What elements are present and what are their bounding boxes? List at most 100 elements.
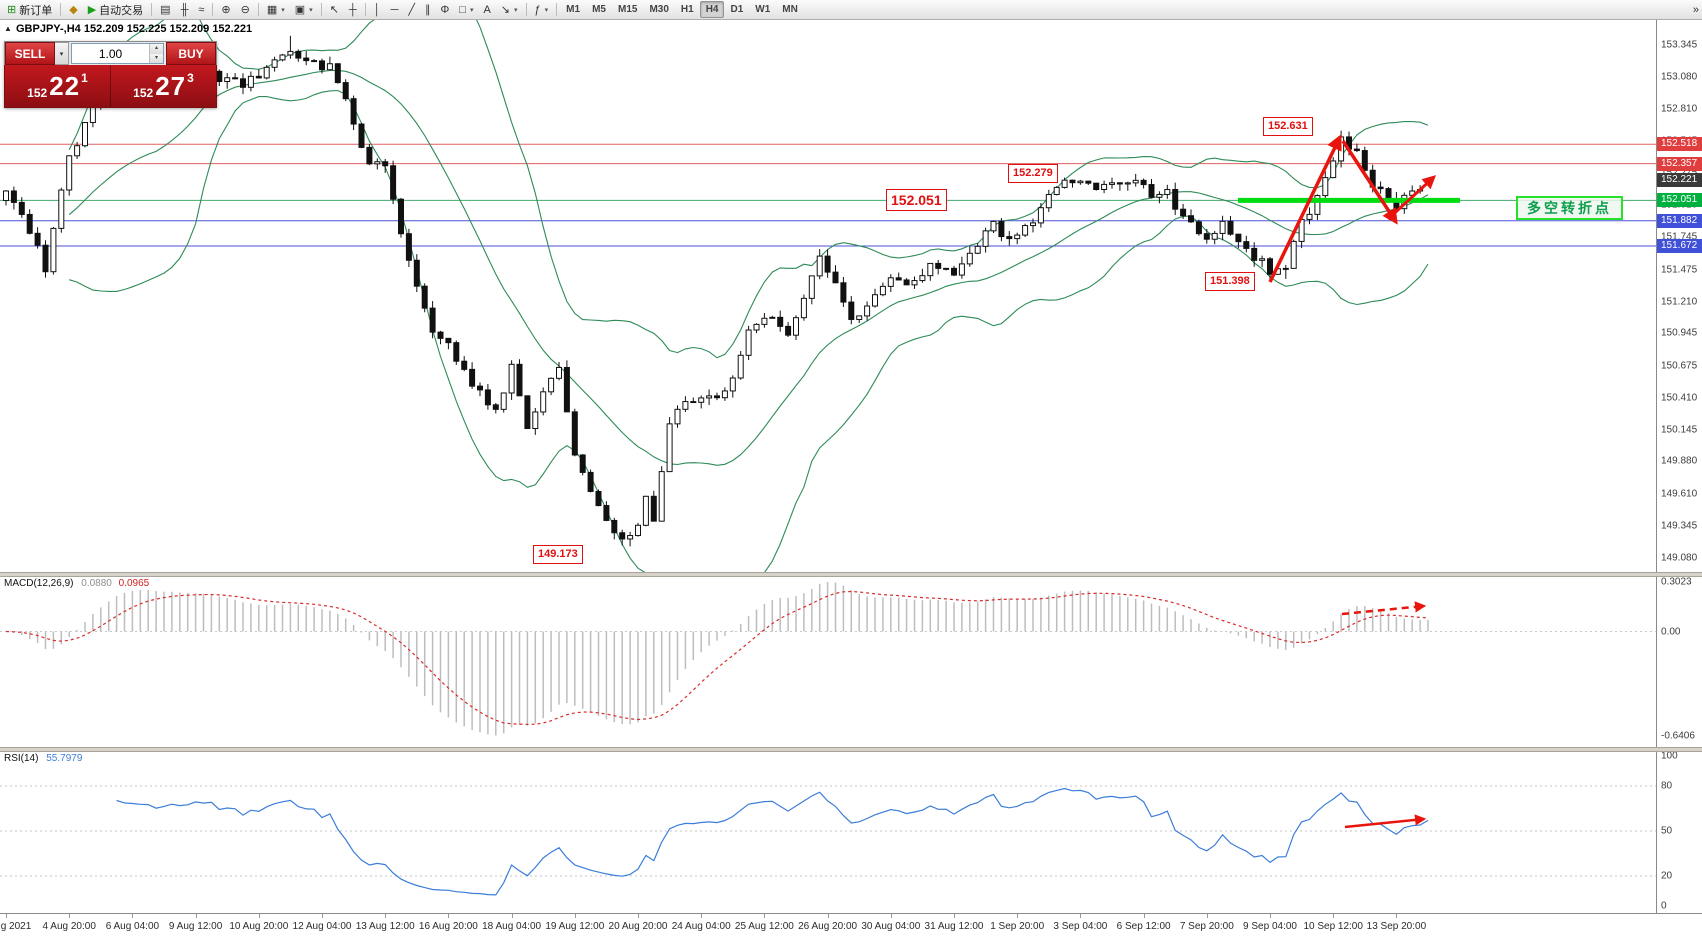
volume-spinner[interactable]: ▴ ▾ [149,44,163,63]
candlestick-chart-button[interactable]: ╫ [176,1,194,18]
bid-pipette: 1 [81,71,88,85]
time-axis-label: 9 Sep 04:00 [1243,921,1297,932]
text-icon: A [483,3,491,16]
arrows-button[interactable]: ↘ ▾ [496,1,523,18]
volume-dropdown-button[interactable]: ▾ [55,42,69,65]
rsi-canvas[interactable] [0,750,1656,913]
time-axis-label: 6 Sep 12:00 [1116,921,1171,932]
ask-price[interactable]: 152 27 3 [111,65,216,107]
autotrading-button[interactable]: ▶ 自动交易 [83,1,148,18]
timeframe-m30-button[interactable]: M30 [643,1,674,18]
time-axis-label: 3 Aug 2021 [0,921,32,932]
new-order-button[interactable]: ⊞ 新订单 [2,1,57,18]
rsi-line [116,787,1429,896]
time-tick [827,914,829,918]
turning-point-note[interactable]: 多空转折点 [1516,196,1623,220]
price-annotation-label[interactable]: 152.051 [886,189,947,211]
time-tick [322,914,323,918]
sell-button[interactable]: SELL [5,42,55,65]
bar-chart-button[interactable]: ▤ [155,1,175,18]
price-axis-label: 149.345 [1661,520,1698,532]
time-axis-label: 18 Aug 04:00 [482,921,542,932]
macd-axis-label: -0.6406 [1661,730,1695,742]
new-chart-icon: ▦ [266,3,278,16]
new-chart-button[interactable]: ▦ ▾ [262,1,290,18]
timeframe-m1-button[interactable]: M1 [560,1,586,18]
timeframe-m5-button[interactable]: M5 [586,1,612,18]
panel-splitter[interactable] [0,747,1702,752]
price-axis-label: 149.610 [1661,488,1698,500]
time-tick [890,914,892,918]
buy-button[interactable]: BUY [166,42,216,65]
time-axis-label: 7 Sep 20:00 [1179,921,1234,932]
bid-price[interactable]: 152 22 1 [5,65,111,107]
macd-panel[interactable]: MACD(12,26,9) 0.0880 0.0965 0.3023 0.00 -0… [0,575,1702,747]
macd-canvas[interactable] [0,575,1656,747]
ask-pipette: 3 [187,71,194,85]
toolbar-overflow-button[interactable]: » [1688,1,1702,18]
toolbar-overflow-icon: » [1692,3,1699,16]
vertical-line-button[interactable]: │ [369,1,386,18]
zoom-out-button[interactable]: ⊖ [236,1,255,18]
caret-down-icon: ▾ [469,6,474,14]
crosshair-button[interactable]: ┼ [344,1,362,18]
horizontal-line-button[interactable]: ─ [386,1,404,18]
spin-up-icon[interactable]: ▴ [150,44,163,54]
trendline-button[interactable]: ╱ [403,1,420,18]
time-tick [574,914,576,918]
timeframe-h1-button[interactable]: H1 [675,1,700,18]
time-tick [638,914,639,918]
rsi-axis-label: 100 [1661,750,1678,762]
timeframe-h4-button[interactable]: H4 [699,1,725,18]
channel-button[interactable]: ∥ [420,1,436,18]
price-annotation-label[interactable]: 152.279 [1008,164,1058,183]
volume-input[interactable] [72,44,149,63]
time-axis-label: 9 Aug 12:00 [168,921,223,932]
timeframe-w1-button[interactable]: W1 [749,1,776,18]
profiles-icon: ▣ [294,3,306,16]
panel-splitter[interactable] [0,572,1702,577]
cursor-button[interactable]: ↖ [325,1,344,18]
time-axis[interactable]: 3 Aug 2021 4 Aug 20:00 6 Aug 04:00 9 Aug 12… [0,913,1702,937]
price-axis-label: 150.410 [1661,392,1698,404]
toolbar-separator [320,3,322,16]
price-annotation-label[interactable]: 152.631 [1263,117,1313,136]
price-axis-label: 149.880 [1661,455,1698,467]
ask-prefix: 152 [133,86,154,100]
price-chart-canvas[interactable] [0,19,1656,572]
horizontal-line-icon: ─ [390,3,399,16]
spin-down-icon[interactable]: ▾ [150,53,163,63]
timeframe-m15-button[interactable]: M15 [612,1,643,18]
chart-title: GBPJPY-,H4 152.209 152.225 152.209 152.2… [16,23,253,35]
shapes-button[interactable]: □ ▾ [454,1,478,18]
time-tick [195,914,197,918]
text-button[interactable]: A [478,1,495,18]
profiles-button[interactable]: ▣ ▾ [290,1,318,18]
time-tick [1143,914,1145,918]
volume-field: ▴ ▾ [71,43,164,64]
trade-panel-collapse-icon[interactable]: ▲ [4,24,12,33]
time-axis-label: 25 Aug 12:00 [734,921,794,932]
mql-wizard-icon: ◆ [69,3,78,16]
price-axis: 153.345153.080152.810152.545152.275152.0… [1656,19,1702,572]
zoom-in-button[interactable]: ⊕ [216,1,235,18]
price-chart-panel[interactable]: ▲ GBPJPY-,H4 152.209 152.225 152.209 152… [0,19,1702,572]
timeframe-d1-button[interactable]: D1 [724,1,749,18]
mql-wizard-button[interactable]: ◆ [64,1,82,18]
indicators-button[interactable]: ƒ ▾ [530,1,554,18]
price-annotation-label[interactable]: 151.398 [1205,272,1255,291]
rsi-axis-label: 50 [1661,825,1673,837]
fibonacci-button[interactable]: Φ [436,1,455,18]
time-axis-label: 10 Aug 20:00 [229,921,289,932]
horizontal-levels [0,143,1656,247]
timeframe-mn-button[interactable]: MN [776,1,804,18]
new-order-icon: ⊞ [7,3,17,16]
toolbar-separator [60,3,62,16]
price-annotation-label[interactable]: 149.173 [533,545,583,564]
time-tick [258,914,260,918]
line-chart-button[interactable]: ≈ [193,1,209,18]
rsi-panel[interactable]: RSI(14) 55.7979 100 80 50 20 0 [0,750,1702,913]
time-tick [1270,914,1271,918]
time-axis-label: 26 Aug 20:00 [798,921,858,932]
time-axis-label: 13 Aug 12:00 [355,921,415,932]
